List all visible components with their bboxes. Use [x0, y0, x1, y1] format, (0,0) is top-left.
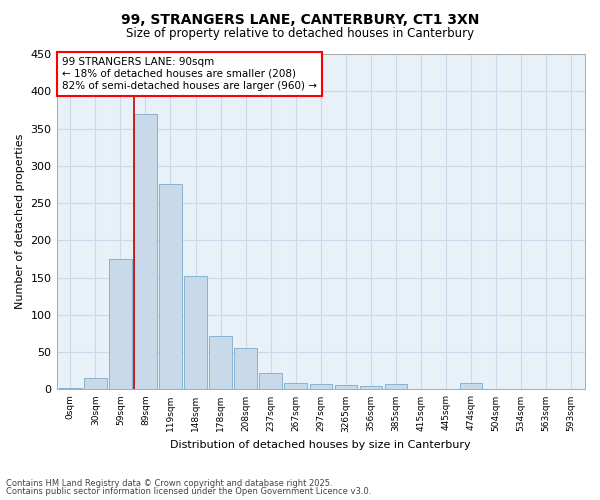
- Text: Size of property relative to detached houses in Canterbury: Size of property relative to detached ho…: [126, 28, 474, 40]
- Bar: [284, 382, 307, 390]
- Bar: [385, 384, 407, 390]
- Text: 99, STRANGERS LANE, CANTERBURY, CT1 3XN: 99, STRANGERS LANE, CANTERBURY, CT1 3XN: [121, 12, 479, 26]
- Text: Contains HM Land Registry data © Crown copyright and database right 2025.: Contains HM Land Registry data © Crown c…: [6, 478, 332, 488]
- Y-axis label: Number of detached properties: Number of detached properties: [15, 134, 25, 310]
- Bar: [209, 336, 232, 390]
- Bar: [159, 184, 182, 390]
- Bar: [560, 388, 583, 390]
- Text: 99 STRANGERS LANE: 90sqm
← 18% of detached houses are smaller (208)
82% of semi-: 99 STRANGERS LANE: 90sqm ← 18% of detach…: [62, 58, 317, 90]
- X-axis label: Distribution of detached houses by size in Canterbury: Distribution of detached houses by size …: [170, 440, 471, 450]
- Bar: [184, 276, 207, 390]
- Bar: [259, 373, 282, 390]
- Bar: [235, 348, 257, 390]
- Bar: [335, 385, 357, 390]
- Bar: [359, 386, 382, 390]
- Text: Contains public sector information licensed under the Open Government Licence v3: Contains public sector information licen…: [6, 487, 371, 496]
- Bar: [134, 114, 157, 390]
- Bar: [460, 384, 482, 390]
- Bar: [109, 259, 131, 390]
- Bar: [310, 384, 332, 390]
- Bar: [59, 388, 82, 390]
- Bar: [84, 378, 107, 390]
